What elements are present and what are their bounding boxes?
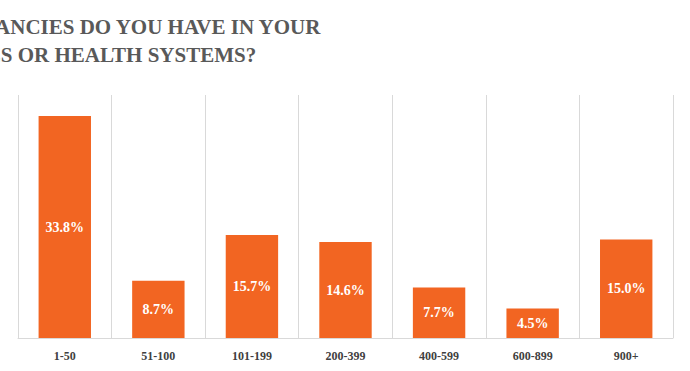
svg-text:14.6%: 14.6% — [326, 283, 365, 298]
svg-text:400-599: 400-599 — [419, 349, 459, 363]
svg-text:1-50: 1-50 — [54, 349, 76, 363]
svg-text:200-399: 200-399 — [326, 349, 366, 363]
svg-text:4.5%: 4.5% — [517, 316, 549, 331]
svg-text:15.0%: 15.0% — [607, 281, 646, 296]
svg-text:HOW MANY VACANCIES DO YOU HAVE: HOW MANY VACANCIES DO YOU HAVE IN YOUR — [0, 15, 326, 39]
svg-text:33.8%: 33.8% — [46, 220, 85, 235]
svg-text:101-199: 101-199 — [232, 349, 272, 363]
svg-text:15.7%: 15.7% — [233, 279, 271, 294]
svg-text:600-899: 600-899 — [513, 349, 553, 363]
svg-text:900+: 900+ — [614, 349, 639, 363]
svg-text:HOSPITALS OR HEALTH SYSTEMS?: HOSPITALS OR HEALTH SYSTEMS? — [0, 43, 256, 67]
svg-text:7.7%: 7.7% — [423, 305, 455, 320]
svg-text:51-100: 51-100 — [141, 349, 175, 363]
svg-text:8.7%: 8.7% — [143, 302, 175, 317]
